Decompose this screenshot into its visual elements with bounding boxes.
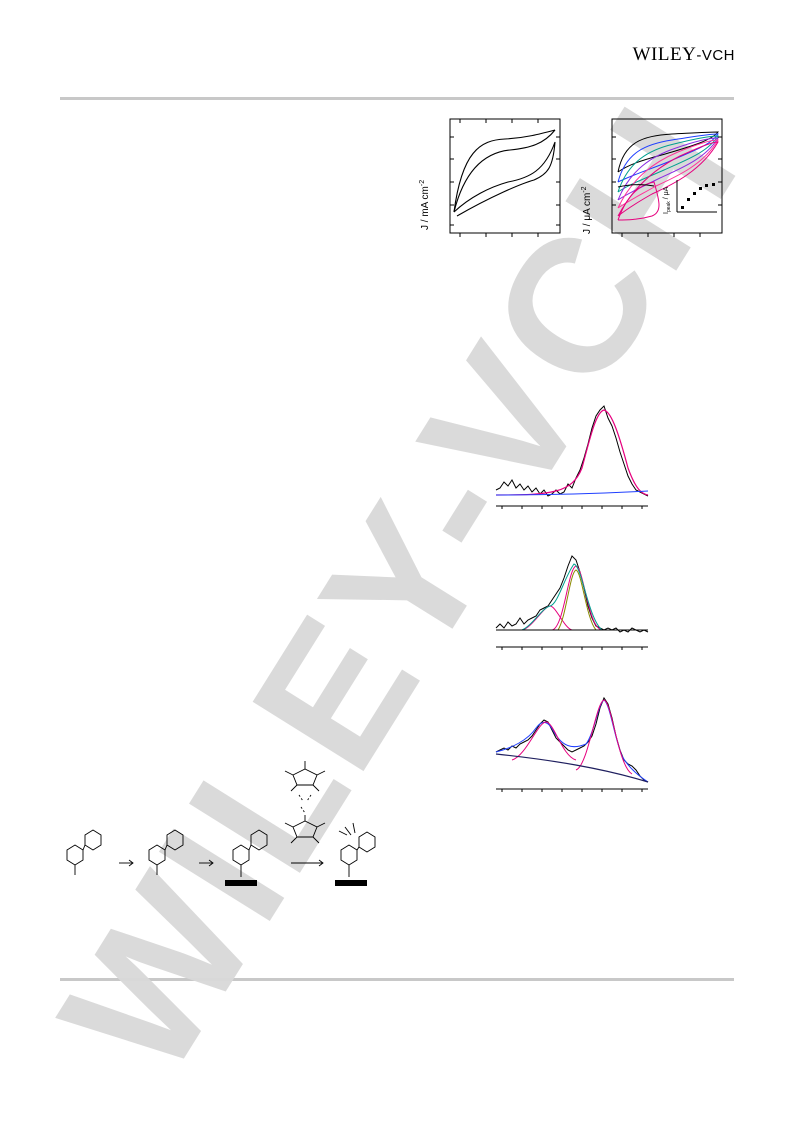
baseline [495, 753, 649, 783]
spectrum-raw [495, 405, 649, 497]
surface-bar-1 [225, 880, 257, 886]
baseline [495, 490, 649, 496]
xps-spectrum-top [495, 405, 649, 509]
cv-plot-right: Ipeak / μA J / μA cm-2 [581, 118, 723, 237]
inset-points [681, 183, 715, 209]
molecule-1 [66, 829, 102, 875]
cv-curves-right [617, 131, 720, 221]
fit-peak [495, 409, 649, 496]
spectrum-raw [495, 555, 649, 633]
inset-ylabel: Ipeak / μA [663, 186, 672, 214]
fit-envelope [495, 699, 649, 783]
publisher-suffix: -VCH [696, 47, 735, 64]
cv-right-inset: Ipeak / μA [663, 180, 717, 214]
cv-left-ylabel: J / mA cm-2 [419, 180, 431, 230]
fit-peak-b [575, 699, 633, 775]
cv-curves-left [453, 129, 556, 217]
surface-bar-2 [335, 880, 367, 886]
footer-rule [60, 978, 734, 981]
xps-spectrum-bottom [495, 696, 649, 792]
header-rule [60, 97, 734, 100]
reaction-scheme [66, 761, 376, 886]
molecule-3 [232, 829, 268, 877]
fit-peak-a [511, 721, 577, 761]
reagent-structure [284, 761, 326, 844]
molecule-4 [338, 822, 376, 877]
cv-plot-left: J / mA cm-2 [419, 118, 561, 237]
publisher-logo: WILEY-VCH [633, 44, 735, 66]
molecule-2 [148, 829, 184, 875]
fit-envelope [521, 563, 603, 631]
arrow-2 [199, 859, 214, 867]
publisher-name: WILEY [632, 44, 697, 65]
fit-component [557, 569, 597, 631]
fit-peak-b [551, 565, 603, 631]
arrow-1 [119, 859, 134, 867]
spectrum-raw [495, 696, 649, 783]
arrow-3 [291, 859, 324, 867]
xps-spectrum-middle [495, 555, 649, 650]
cv-right-ylabel: J / μA cm-2 [581, 186, 593, 234]
